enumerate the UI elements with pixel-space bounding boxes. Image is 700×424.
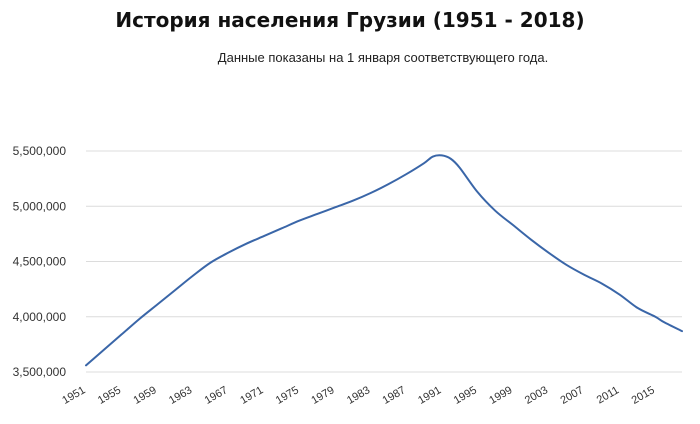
x-tick-label: 1991 — [416, 384, 443, 407]
chart-subtitle: Данные показаны на 1 января соответствую… — [217, 50, 549, 65]
x-tick-label: 1987 — [381, 384, 408, 407]
y-tick-label: 4,000,000 — [13, 310, 67, 324]
x-tick-label: 1979 — [309, 384, 336, 407]
x-tick-label: 1975 — [274, 384, 301, 407]
x-tick-label: 1951 — [60, 384, 87, 407]
y-tick-label: 4,500,000 — [13, 255, 67, 269]
x-tick-label: 1983 — [345, 384, 372, 407]
series-lines — [85, 154, 683, 367]
x-tick-label: 2015 — [630, 384, 657, 407]
y-tick-label: 3,500,000 — [13, 365, 67, 379]
y-tick-label: 5,000,000 — [13, 199, 67, 213]
x-tick-label: 1959 — [131, 384, 158, 407]
y-tick-label: 5,500,000 — [13, 144, 67, 158]
grid-lines — [86, 150, 682, 373]
x-tick-label: 2003 — [523, 384, 550, 407]
x-tick-label: 1963 — [167, 384, 194, 407]
x-tick-label: 2011 — [595, 384, 621, 406]
series-line-0 — [85, 154, 683, 367]
y-axis-ticks: 3,500,000 4,000,000 4,500,000 5,000,000 5,50… — [13, 144, 67, 379]
x-tick-label: 2007 — [558, 384, 585, 407]
chart-title: История населения Грузии (1951 - 2018) — [115, 8, 585, 32]
x-axis-ticks: 1951 1955 1959 1963 1967 1971 1975 1979 1983 1987… — [60, 384, 657, 407]
x-tick-label: 1955 — [96, 384, 123, 407]
x-tick-label: 1967 — [203, 384, 230, 407]
x-tick-label: 1971 — [238, 384, 265, 407]
x-tick-label: 1995 — [452, 384, 479, 407]
x-tick-label: 1999 — [487, 384, 514, 407]
